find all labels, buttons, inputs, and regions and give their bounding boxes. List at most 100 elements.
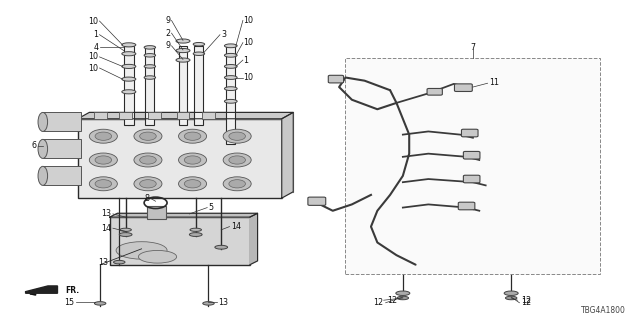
Bar [145, 46, 154, 125]
Circle shape [229, 180, 246, 188]
Bar [94, 112, 106, 119]
Ellipse shape [215, 245, 228, 249]
Text: 10: 10 [88, 63, 99, 73]
Ellipse shape [190, 228, 202, 231]
Bar [148, 112, 161, 119]
FancyBboxPatch shape [461, 129, 478, 137]
Circle shape [90, 129, 117, 143]
Ellipse shape [176, 39, 190, 43]
Circle shape [140, 156, 156, 164]
Text: 13: 13 [99, 258, 108, 267]
Text: 13: 13 [218, 298, 228, 307]
Text: 7: 7 [470, 43, 476, 52]
Text: 9: 9 [165, 41, 170, 50]
Ellipse shape [193, 43, 205, 46]
Ellipse shape [95, 302, 106, 305]
FancyBboxPatch shape [308, 197, 326, 205]
Text: 4: 4 [93, 43, 99, 52]
FancyBboxPatch shape [454, 84, 472, 92]
Text: 14: 14 [102, 224, 111, 233]
Text: 2: 2 [165, 28, 170, 38]
Circle shape [134, 177, 162, 191]
Circle shape [90, 153, 117, 167]
Text: 6: 6 [31, 141, 36, 150]
Circle shape [90, 177, 117, 191]
Ellipse shape [144, 46, 156, 49]
Bar [78, 119, 282, 198]
Text: 12: 12 [387, 296, 397, 305]
Text: 11: 11 [489, 78, 499, 87]
Text: 5: 5 [209, 203, 214, 212]
Ellipse shape [122, 77, 136, 81]
FancyBboxPatch shape [328, 75, 344, 83]
Ellipse shape [225, 100, 237, 103]
Bar [43, 140, 81, 158]
Circle shape [179, 129, 207, 143]
FancyBboxPatch shape [427, 88, 442, 95]
FancyBboxPatch shape [463, 175, 480, 183]
Bar [227, 46, 236, 144]
Ellipse shape [225, 53, 237, 57]
FancyBboxPatch shape [463, 151, 480, 159]
Polygon shape [250, 213, 257, 265]
Ellipse shape [504, 291, 518, 295]
Ellipse shape [225, 65, 237, 68]
Circle shape [184, 180, 201, 188]
Ellipse shape [176, 49, 190, 52]
Ellipse shape [203, 302, 214, 305]
Circle shape [179, 177, 207, 191]
Bar [119, 112, 132, 119]
Ellipse shape [225, 76, 237, 79]
Text: 10: 10 [88, 17, 99, 26]
Ellipse shape [122, 90, 136, 94]
Circle shape [95, 132, 111, 140]
Text: 3: 3 [221, 30, 226, 39]
Ellipse shape [113, 260, 125, 264]
Text: 1: 1 [244, 56, 248, 65]
Ellipse shape [189, 233, 202, 236]
Circle shape [140, 180, 156, 188]
Ellipse shape [396, 291, 410, 295]
Text: 8: 8 [145, 194, 150, 203]
Ellipse shape [144, 76, 156, 79]
Text: 10: 10 [244, 16, 253, 25]
Circle shape [223, 129, 251, 143]
Bar [177, 112, 189, 119]
Text: 1: 1 [93, 30, 99, 39]
Circle shape [95, 180, 111, 188]
Bar [147, 206, 166, 219]
Ellipse shape [38, 140, 47, 158]
Ellipse shape [120, 228, 131, 231]
Ellipse shape [397, 296, 408, 300]
Bar [179, 46, 188, 125]
Bar [202, 112, 215, 119]
Bar [195, 46, 204, 125]
Ellipse shape [122, 43, 136, 47]
Ellipse shape [193, 52, 205, 55]
Text: TBG4A1800: TBG4A1800 [581, 306, 626, 315]
Ellipse shape [38, 166, 47, 185]
Text: 10: 10 [244, 73, 253, 82]
Bar [124, 46, 134, 125]
Ellipse shape [176, 58, 190, 62]
Bar [43, 166, 81, 185]
Text: 14: 14 [231, 222, 241, 231]
Circle shape [184, 156, 201, 164]
Polygon shape [26, 286, 58, 293]
Circle shape [184, 132, 201, 140]
Text: 12: 12 [521, 296, 531, 305]
Text: 10: 10 [88, 52, 99, 61]
Ellipse shape [138, 251, 177, 263]
Polygon shape [78, 112, 293, 119]
Text: 12: 12 [374, 298, 384, 307]
Circle shape [134, 129, 162, 143]
Text: 15: 15 [65, 298, 75, 307]
Ellipse shape [506, 296, 517, 300]
Text: FR.: FR. [65, 285, 79, 295]
Text: 9: 9 [165, 16, 170, 25]
Ellipse shape [116, 242, 167, 259]
Text: 10: 10 [244, 38, 253, 47]
Text: 13: 13 [102, 209, 111, 219]
Text: 12: 12 [521, 298, 531, 307]
Circle shape [229, 132, 246, 140]
